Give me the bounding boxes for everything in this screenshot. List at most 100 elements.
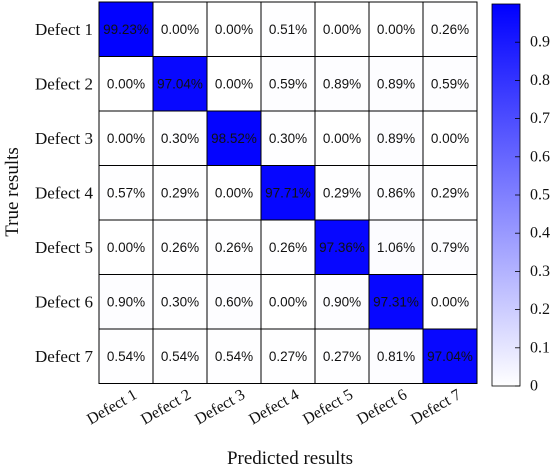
heatmap-cell bbox=[368, 1, 424, 57]
cell-value-label: 0.00% bbox=[377, 22, 415, 37]
cell-value-label: 0.00% bbox=[107, 131, 145, 146]
cell-value-label: 0.26% bbox=[161, 240, 199, 255]
cell-value-label: 0.81% bbox=[377, 349, 415, 364]
heatmap-cells: 99.23% 0.00% 0.00% 0.51% 0.00% 0.00% 0.26% 0.00… bbox=[98, 1, 478, 384]
heatmap-cell bbox=[152, 165, 208, 221]
y-tick-label: Defect 3 bbox=[35, 129, 93, 148]
cell-value-label: 0.00% bbox=[107, 76, 145, 91]
cell-value-label: 1.06% bbox=[377, 240, 415, 255]
heatmap-cell bbox=[314, 274, 370, 330]
y-axis-title: True results bbox=[2, 147, 23, 237]
cell-value-label: 0.00% bbox=[269, 294, 307, 309]
heatmap-cell bbox=[260, 274, 316, 330]
cell-value-label: 0.51% bbox=[269, 22, 307, 37]
heatmap-cell bbox=[152, 110, 208, 166]
cell-value-label: 97.71% bbox=[265, 185, 311, 200]
cell-value-label: 0.86% bbox=[377, 185, 415, 200]
x-axis-title: Predicted results bbox=[227, 448, 353, 469]
colorbar-tick-label: 0.5 bbox=[530, 187, 550, 204]
colorbar-tick-label: 0 bbox=[530, 378, 538, 395]
cell-value-label: 97.04% bbox=[157, 76, 203, 91]
colorbar-tick-label: 0.1 bbox=[530, 339, 550, 356]
y-tick-label: Defect 4 bbox=[35, 183, 94, 202]
colorbar-tick-label: 0.9 bbox=[530, 34, 550, 51]
x-tick-label: Defect 4 bbox=[246, 386, 302, 428]
x-tick-label: Defect 3 bbox=[192, 386, 248, 428]
heatmap-cell bbox=[98, 1, 154, 57]
heatmap-cell bbox=[422, 110, 478, 166]
cell-value-label: 0.00% bbox=[431, 294, 469, 309]
cell-value-label: 0.26% bbox=[431, 22, 469, 37]
cell-value-label: 0.30% bbox=[269, 131, 307, 146]
cell-value-label: 0.29% bbox=[431, 185, 469, 200]
heatmap-cell bbox=[260, 110, 316, 166]
x-tick-label: Defect 6 bbox=[354, 386, 410, 428]
colorbar-ticks: 0 0.1 0.2 0.3 0.4 0.5 0.6 0.7 0.8 0.9 bbox=[515, 34, 550, 395]
heatmap-cell bbox=[368, 165, 424, 221]
x-tick-label: Defect 7 bbox=[408, 386, 464, 428]
heatmap-cell bbox=[206, 1, 262, 57]
cell-value-label: 0.89% bbox=[323, 76, 361, 91]
y-tick-labels: Defect 1 Defect 2 Defect 3 Defect 4 Defect 5… bbox=[35, 20, 94, 366]
cell-value-label: 0.00% bbox=[215, 185, 253, 200]
x-tick-label: Defect 1 bbox=[84, 386, 140, 428]
heatmap-cell bbox=[260, 165, 316, 221]
y-tick-label: Defect 5 bbox=[35, 238, 93, 257]
cell-value-label: 0.89% bbox=[377, 76, 415, 91]
heatmap-cell bbox=[314, 110, 370, 166]
cell-value-label: 0.89% bbox=[377, 131, 415, 146]
heatmap-cell bbox=[422, 328, 478, 384]
cell-value-label: 0.00% bbox=[107, 240, 145, 255]
cell-value-label: 97.04% bbox=[427, 349, 473, 364]
cell-value-label: 0.59% bbox=[431, 76, 469, 91]
cell-value-label: 0.26% bbox=[269, 240, 307, 255]
y-tick-label: Defect 2 bbox=[35, 74, 93, 93]
cell-value-label: 99.23% bbox=[103, 22, 149, 37]
colorbar-tick-label: 0.7 bbox=[530, 110, 550, 127]
x-tick-label: Defect 5 bbox=[300, 386, 356, 428]
cell-value-label: 0.60% bbox=[215, 294, 253, 309]
cell-value-label: 0.30% bbox=[161, 131, 199, 146]
cell-value-label: 97.31% bbox=[373, 294, 419, 309]
heatmap-cell bbox=[98, 165, 154, 221]
heatmap-cell bbox=[152, 274, 208, 330]
cell-value-label: 0.54% bbox=[161, 349, 199, 364]
colorbar-tick-label: 0.6 bbox=[530, 148, 550, 165]
heatmap-cell bbox=[98, 328, 154, 384]
x-tick-label: Defect 2 bbox=[138, 386, 194, 428]
heatmap-cell bbox=[206, 328, 262, 384]
heatmap-cell bbox=[422, 56, 478, 112]
colorbar-tick-label: 0.3 bbox=[530, 263, 550, 280]
heatmap-cell bbox=[314, 56, 370, 112]
y-tick-label: Defect 1 bbox=[35, 20, 93, 39]
cell-value-label: 98.52% bbox=[211, 131, 257, 146]
y-tick-label: Defect 6 bbox=[35, 292, 93, 311]
cell-value-label: 0.00% bbox=[215, 76, 253, 91]
cell-value-label: 0.00% bbox=[215, 22, 253, 37]
heatmap-cell bbox=[98, 219, 154, 275]
heatmap-cell bbox=[206, 110, 262, 166]
heatmap-cell bbox=[368, 110, 424, 166]
cell-value-label: 0.90% bbox=[107, 294, 145, 309]
cell-value-label: 0.57% bbox=[107, 185, 145, 200]
y-tick-label: Defect 7 bbox=[35, 347, 94, 366]
heatmap-cell bbox=[368, 328, 424, 384]
cell-value-label: 0.54% bbox=[215, 349, 253, 364]
heatmap-cell bbox=[314, 328, 370, 384]
colorbar: 0 0.1 0.2 0.3 0.4 0.5 0.6 0.7 0.8 0.9 bbox=[491, 3, 550, 395]
cell-value-label: 0.29% bbox=[161, 185, 199, 200]
heatmap-cell bbox=[206, 219, 262, 275]
heatmap-cell bbox=[98, 274, 154, 330]
cell-value-label: 0.30% bbox=[161, 294, 199, 309]
colorbar-tick-label: 0.4 bbox=[530, 225, 550, 242]
cell-value-label: 97.36% bbox=[319, 240, 365, 255]
cell-value-label: 0.00% bbox=[323, 131, 361, 146]
cell-value-label: 0.00% bbox=[323, 22, 361, 37]
cell-value-label: 0.27% bbox=[323, 349, 361, 364]
cell-value-label: 0.79% bbox=[431, 240, 469, 255]
heatmap-cell bbox=[422, 165, 478, 221]
cell-value-label: 0.59% bbox=[269, 76, 307, 91]
cell-value-label: 0.26% bbox=[215, 240, 253, 255]
